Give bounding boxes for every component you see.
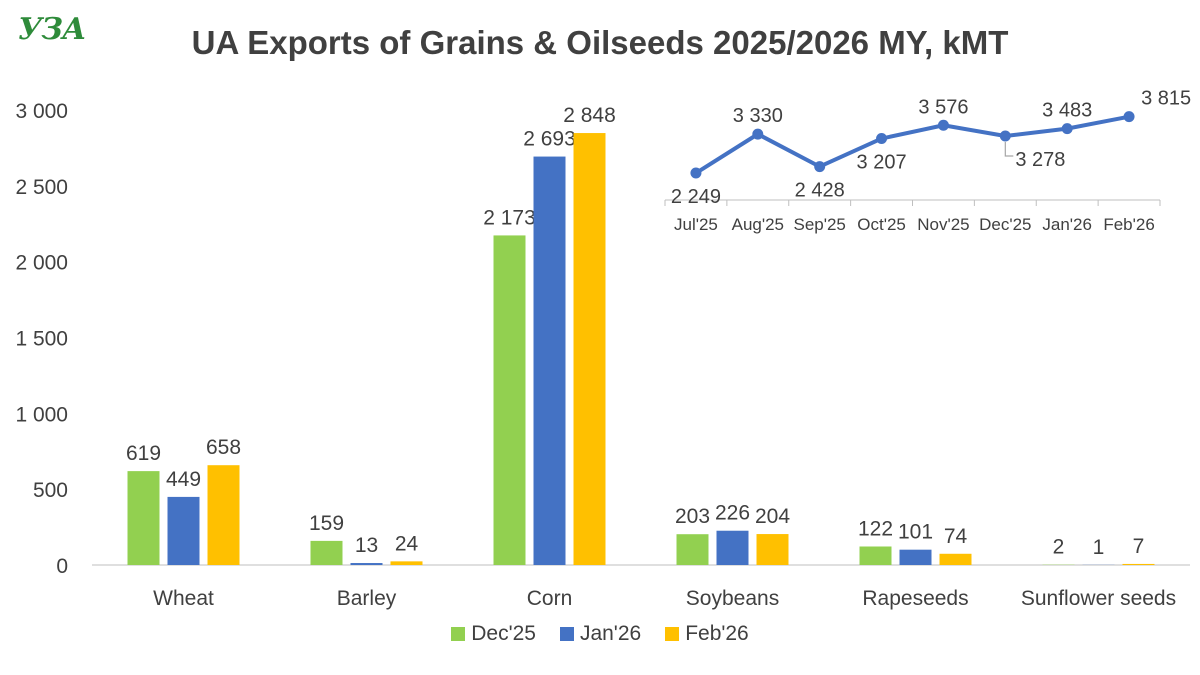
data-label: 203 bbox=[675, 505, 710, 528]
inset-point bbox=[690, 167, 702, 179]
bar bbox=[899, 549, 932, 565]
inset-x-tick-label: Sep'25 bbox=[793, 215, 845, 234]
bar bbox=[533, 156, 566, 566]
inset-series-line bbox=[694, 114, 1130, 175]
bar bbox=[1122, 563, 1155, 565]
inset-leader-line bbox=[1004, 141, 1014, 157]
y-tick-label: 1 000 bbox=[15, 403, 68, 426]
data-label: 2 848 bbox=[563, 104, 616, 127]
data-label: 122 bbox=[858, 517, 893, 540]
bar bbox=[939, 553, 972, 565]
bar bbox=[310, 540, 343, 565]
y-tick-label: 1 500 bbox=[15, 328, 68, 351]
inset-data-label: 3 278 bbox=[1015, 149, 1065, 171]
category-label: Soybeans bbox=[686, 587, 779, 610]
inset-data-label: 3 483 bbox=[1042, 100, 1092, 122]
bar bbox=[859, 546, 892, 565]
bar bbox=[493, 235, 526, 565]
inset-x-tick-label: Nov'25 bbox=[917, 215, 969, 234]
category-label: Sunflower seeds bbox=[1021, 587, 1176, 610]
inset-data-label: 3 815 bbox=[1141, 88, 1191, 110]
y-tick-label: 0 bbox=[56, 555, 68, 578]
data-label: 2 173 bbox=[483, 206, 536, 229]
legend-label: Jan'26 bbox=[579, 622, 642, 645]
bar bbox=[676, 534, 709, 565]
inset-x-tick-label: Oct'25 bbox=[857, 215, 906, 234]
inset-point bbox=[814, 161, 826, 173]
data-label: 1 bbox=[1093, 536, 1105, 559]
bar bbox=[167, 496, 200, 565]
data-label: 74 bbox=[944, 525, 968, 548]
data-label: 658 bbox=[206, 436, 241, 459]
data-label: 7 bbox=[1133, 535, 1145, 558]
y-tick-label: 3 000 bbox=[15, 100, 68, 123]
legend-label: Feb'26 bbox=[685, 622, 749, 645]
data-label: 101 bbox=[898, 521, 933, 544]
inset-point bbox=[876, 133, 888, 145]
inset-point bbox=[752, 128, 764, 140]
legend-item: Dec'25 bbox=[451, 622, 536, 646]
legend-swatch bbox=[665, 627, 680, 641]
inset-x-tick-label: Aug'25 bbox=[732, 215, 784, 234]
inset-x-tick-label: Feb'26 bbox=[1103, 215, 1154, 234]
bar bbox=[756, 534, 789, 565]
category-label: Barley bbox=[337, 587, 397, 610]
bar bbox=[390, 561, 423, 565]
legend-label: Dec'25 bbox=[471, 622, 536, 645]
data-label: 159 bbox=[309, 512, 344, 535]
inset-point bbox=[1123, 111, 1135, 123]
y-tick-label: 500 bbox=[33, 479, 68, 502]
inset-point bbox=[1061, 123, 1073, 135]
legend-item: Jan'26 bbox=[559, 622, 642, 646]
category-label: Corn bbox=[527, 587, 573, 610]
inset-x-tick-label: Dec'25 bbox=[979, 215, 1031, 234]
legend-item: Feb'26 bbox=[665, 622, 749, 646]
inset-x-tick-label: Jan'26 bbox=[1042, 215, 1092, 234]
chart-title: UA Exports of Grains & Oilseeds 2025/202… bbox=[191, 24, 1009, 61]
data-label: 2 bbox=[1053, 536, 1065, 559]
data-label: 449 bbox=[166, 468, 201, 491]
category-label: Wheat bbox=[153, 587, 214, 610]
data-label: 13 bbox=[355, 534, 378, 557]
y-tick-label: 2 000 bbox=[15, 252, 68, 275]
legend: Dec'25 Jan'26 Feb'26 bbox=[0, 622, 1200, 646]
bar bbox=[127, 471, 160, 565]
inset-point bbox=[937, 119, 949, 131]
data-label: 619 bbox=[126, 442, 161, 465]
data-label: 2 693 bbox=[523, 128, 576, 151]
data-label: 226 bbox=[715, 502, 750, 525]
inset-data-label: 3 207 bbox=[857, 152, 907, 174]
inset-data-label: 3 330 bbox=[733, 105, 783, 127]
y-tick-label: 2 500 bbox=[15, 176, 68, 199]
logo-text: УЗА bbox=[18, 12, 86, 47]
legend-swatch bbox=[451, 627, 466, 641]
bar bbox=[350, 563, 383, 565]
legend-swatch bbox=[559, 627, 574, 641]
data-label: 204 bbox=[755, 505, 790, 528]
bar bbox=[716, 530, 749, 565]
inset-x-tick-label: Jul'25 bbox=[674, 215, 718, 234]
inset-data-label: 2 249 bbox=[671, 186, 721, 208]
inset-point bbox=[999, 130, 1011, 142]
data-label: 24 bbox=[395, 532, 419, 555]
inset-data-label: 2 428 bbox=[795, 180, 845, 202]
bar bbox=[573, 133, 606, 565]
bar bbox=[207, 465, 240, 565]
category-label: Rapeseeds bbox=[862, 587, 968, 610]
inset-data-label: 3 576 bbox=[918, 96, 968, 118]
